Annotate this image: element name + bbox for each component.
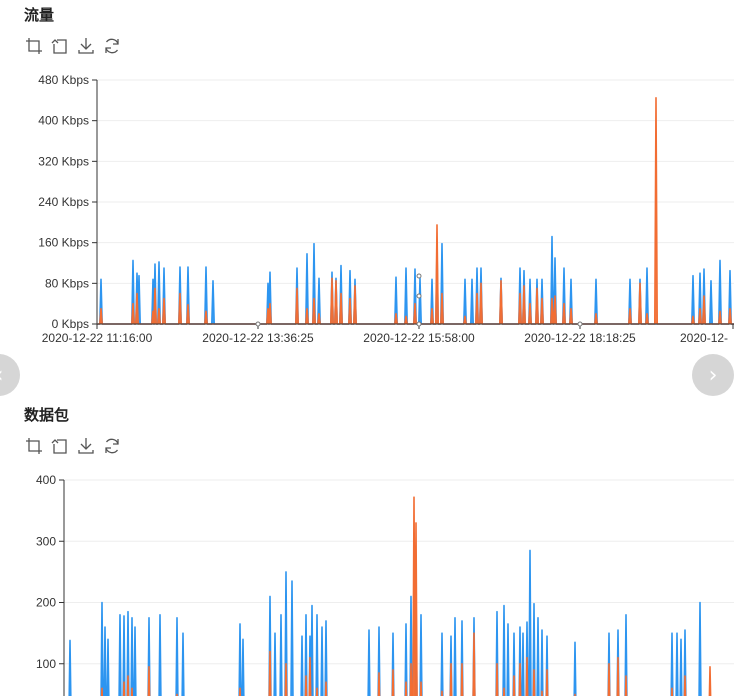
y-tick-label: 320 Kbps [38, 154, 89, 168]
prev-button[interactable]: ‹ [0, 354, 20, 396]
y-tick-label: 0 Kbps [52, 317, 89, 331]
data-marker [416, 293, 422, 299]
y-tick-label: 400 [36, 473, 56, 487]
crop-icon[interactable] [24, 436, 44, 456]
y-tick-label: 300 [36, 534, 56, 548]
traffic-title: 流量 [24, 7, 55, 24]
download-icon[interactable] [76, 36, 96, 56]
x-tick-label: 2020-12-22 11:16:00 [42, 331, 153, 345]
refresh-icon[interactable] [102, 436, 122, 456]
chevron-left-icon: ‹ [0, 363, 3, 388]
undo-icon[interactable] [50, 436, 70, 456]
series-2-line [100, 496, 712, 696]
refresh-icon[interactable] [102, 36, 122, 56]
chevron-right-icon: › [708, 362, 718, 388]
x-tick-label: 2020-12-22 13:36:25 [202, 331, 314, 345]
y-tick-label: 100 [36, 657, 56, 671]
data-marker [416, 273, 422, 279]
y-tick-label: 80 Kbps [45, 276, 89, 290]
axis-marker [577, 321, 583, 327]
packets-title: 数据包 [24, 407, 70, 424]
x-tick-label: 2020-12-22 15:58:00 [363, 331, 475, 345]
crop-icon[interactable] [24, 36, 44, 56]
traffic-chart: 0 Kbps 80 Kbps 160 Kbps 240 Kbps 320 Kbps 400… [38, 73, 734, 345]
packets-toolbox [24, 436, 122, 456]
y-tick-label: 480 Kbps [38, 73, 89, 87]
traffic-toolbox [24, 36, 122, 56]
series-1-line [68, 549, 702, 696]
undo-icon[interactable] [50, 36, 70, 56]
x-tick-label: 2020-12-22 18:18:25 [524, 331, 636, 345]
axis-marker [416, 321, 422, 327]
y-tick-label: 200 [36, 596, 56, 610]
next-button[interactable]: › [692, 354, 734, 396]
x-tick-label: 2020-12- [680, 331, 728, 345]
download-icon[interactable] [76, 436, 96, 456]
y-tick-label: 400 Kbps [38, 114, 89, 128]
y-tick-label: 160 Kbps [38, 236, 89, 250]
axis-marker [255, 321, 261, 327]
y-tick-label: 240 Kbps [38, 195, 89, 209]
